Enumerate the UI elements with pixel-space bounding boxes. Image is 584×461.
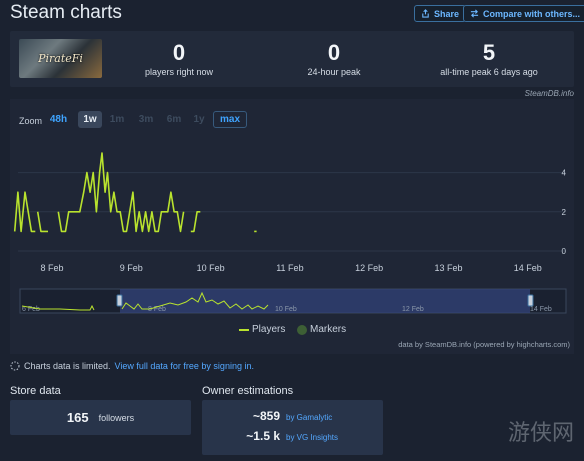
- page-title: Steam charts: [10, 2, 122, 23]
- vginsights-link[interactable]: by VG Insights: [286, 433, 339, 442]
- legend-markers-label: Markers: [310, 324, 347, 335]
- x-tick-label: 10 Feb: [197, 263, 225, 273]
- share-button[interactable]: Share: [414, 5, 467, 22]
- navigator-label: 10 Feb: [275, 306, 297, 313]
- zoom-1w-button[interactable]: 1w: [78, 111, 102, 128]
- navigator-label: 12 Feb: [402, 306, 424, 313]
- zoom-1y-button[interactable]: 1y: [193, 114, 205, 125]
- owners-card: ~859 by Gamalytic ~1.5 k by VG Insights: [202, 400, 383, 455]
- compare-icon: [470, 9, 479, 18]
- x-tick-label: 14 Feb: [514, 263, 542, 273]
- steamdb-credit: SteamDB.info: [524, 89, 574, 98]
- store-data-title: Store data: [10, 385, 61, 397]
- followers-label: followers: [98, 412, 135, 423]
- owner-gamalytic-value: ~859: [252, 409, 280, 423]
- zoom-max-button[interactable]: max: [213, 111, 247, 128]
- stat-current-label: players right now: [144, 67, 214, 77]
- players-series-line: [13, 191, 36, 233]
- chart-credit: data by SteamDB.info (powered by highcha…: [398, 340, 570, 349]
- owner-vginsights-value: ~1.5 k: [246, 429, 280, 443]
- y-tick-label: 0: [562, 247, 567, 256]
- stat-24h-value: 0: [327, 40, 341, 65]
- stats-panel: [10, 31, 574, 87]
- y-tick-label: 4: [562, 169, 567, 178]
- stat-alltime-value: 5: [482, 40, 496, 65]
- legend-markers[interactable]: Markers: [310, 324, 346, 335]
- legend-markers-swatch: [297, 325, 307, 335]
- owner-row: ~1.5 k by VG Insights: [202, 429, 383, 443]
- navigator-selection[interactable]: [120, 289, 530, 313]
- owner-estimations-title: Owner estimations: [202, 385, 294, 397]
- players-series-line: [190, 211, 201, 233]
- sign-in-link[interactable]: View full data for free by signing in.: [114, 361, 254, 371]
- navigator-label: 8 Feb: [148, 306, 166, 313]
- x-tick-label: 11 Feb: [276, 263, 303, 273]
- x-tick-label: 9 Feb: [120, 263, 143, 273]
- legend-players-label: Players: [252, 324, 286, 335]
- notice-text: Charts data is limited.: [24, 361, 111, 371]
- stat-24h-label: 24-hour peak: [307, 67, 361, 77]
- navigator-left-handle[interactable]: [116, 294, 123, 307]
- gamalytic-link[interactable]: by Gamalytic: [286, 413, 333, 422]
- x-tick-label: 12 Feb: [355, 263, 383, 273]
- data-limited-notice: Charts data is limited. View full data f…: [10, 361, 254, 371]
- zoom-6m-button[interactable]: 6m: [166, 114, 182, 125]
- x-tick-label: 13 Feb: [434, 263, 462, 273]
- navigator-label: 14 Feb: [530, 306, 552, 313]
- zoom-1m-button[interactable]: 1m: [109, 114, 125, 125]
- followers-value: 165: [66, 410, 89, 425]
- zoom-label: Zoom: [19, 116, 43, 126]
- game-capsule-image[interactable]: PirateFi: [19, 39, 102, 78]
- navigator-right-handle[interactable]: [527, 294, 534, 307]
- stat-alltime-label: all-time peak 6 days ago: [440, 67, 538, 77]
- zoom-3m-button[interactable]: 3m: [138, 114, 154, 125]
- compare-button-label: Compare with others...: [483, 8, 581, 19]
- y-tick-label: 2: [562, 208, 567, 217]
- navigator-label: 6 Feb: [22, 306, 40, 313]
- game-logo: PirateFi: [38, 52, 83, 65]
- owner-row: ~859 by Gamalytic: [202, 409, 383, 423]
- watermark-logo: 游侠网: [507, 421, 574, 446]
- players-series-line: [57, 152, 185, 233]
- compare-button[interactable]: Compare with others...: [463, 5, 584, 22]
- share-icon: [422, 9, 429, 18]
- x-tick-label: 8 Feb: [40, 263, 63, 273]
- players-series-line: [36, 211, 48, 233]
- zoom-48h-button[interactable]: 48h: [49, 114, 68, 125]
- stat-current-value: 0: [172, 40, 186, 65]
- legend-players[interactable]: Players: [252, 324, 285, 335]
- dotted-circle-icon: [10, 361, 20, 371]
- share-button-label: Share: [434, 8, 460, 19]
- navigator-series: [21, 291, 269, 311]
- followers-card: 165 followers: [10, 400, 191, 435]
